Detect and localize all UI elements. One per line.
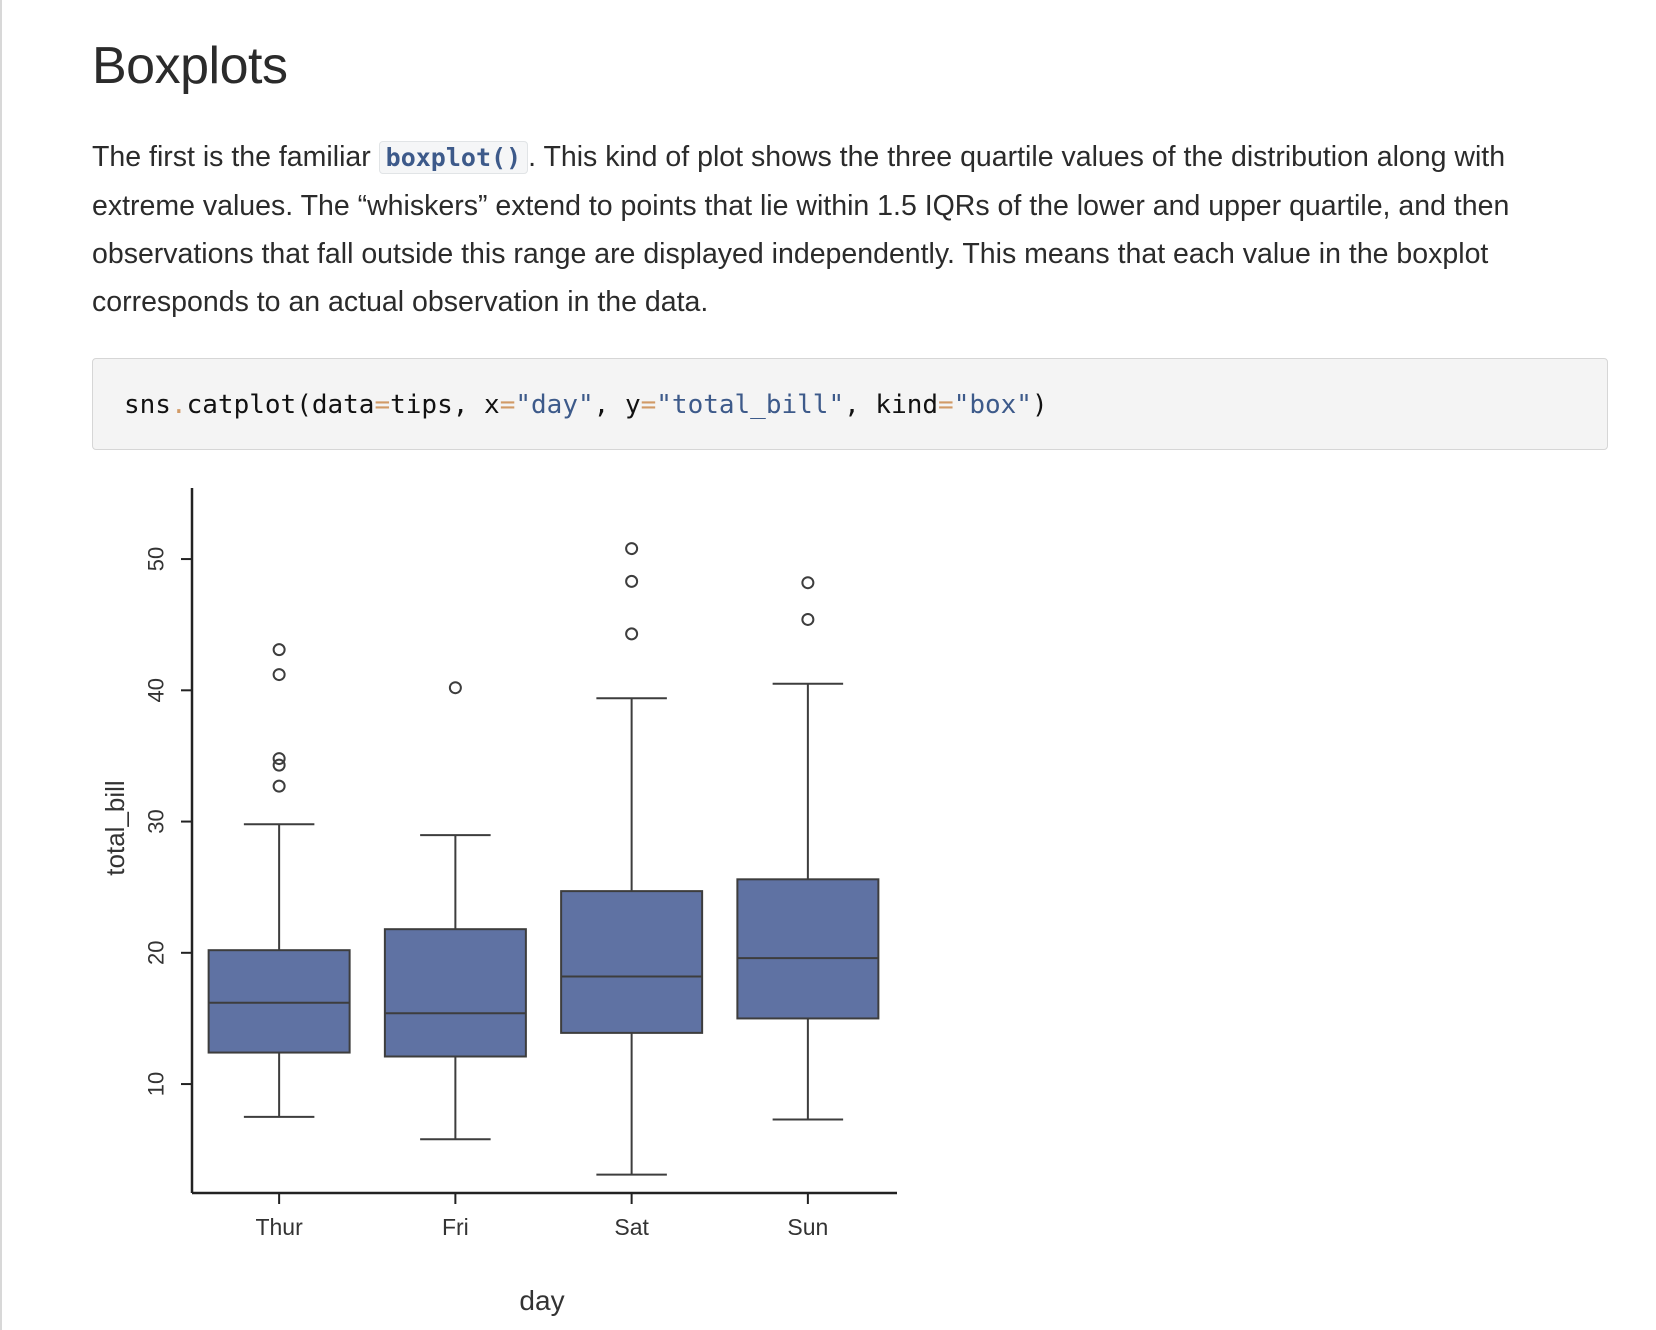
code-token: , kind [844, 390, 939, 420]
code-token: = [374, 390, 391, 420]
code-token: = [640, 390, 657, 420]
outlier-point [272, 668, 286, 682]
code-token: sns [124, 390, 171, 420]
x-tick-label: Thur [255, 1214, 303, 1240]
paragraph-text-start: The first is the familiar [92, 141, 379, 173]
outlier-point [272, 643, 286, 657]
y-tick-label: 30 [144, 809, 169, 833]
outlier-point [801, 612, 815, 626]
code-token: tips, x [390, 390, 500, 420]
intro-paragraph: The first is the familiar boxplot(). Thi… [92, 133, 1612, 326]
code-token: = [499, 390, 516, 420]
boxplot-function-link[interactable]: boxplot() [378, 141, 529, 174]
x-tick-label: Sun [787, 1214, 828, 1240]
outlier-point [625, 574, 639, 588]
outlier-point [272, 752, 286, 766]
outlier-point [801, 576, 815, 590]
y-axis-label: total_bill [100, 780, 130, 875]
code-token: . [170, 390, 187, 420]
outlier-point [625, 542, 639, 556]
code-token: catplot(data [186, 390, 375, 420]
y-tick-label: 50 [144, 547, 169, 571]
code-token: , y [593, 390, 641, 420]
box [207, 949, 351, 1054]
boxplot-chart: 10 20 30 40 50 Thur Fri Sat Sun total_bill day [100, 488, 897, 1316]
paragraph-text-end: . This kind of plot shows the three quar… [92, 141, 1510, 318]
code-token: "total_bill" [656, 390, 845, 420]
outlier-point [272, 758, 286, 772]
x-axis-label: day [519, 1285, 564, 1316]
code-token: "box" [953, 390, 1032, 420]
code-token: = [938, 390, 954, 420]
y-tick-label: 20 [144, 941, 169, 965]
box [383, 928, 527, 1058]
outlier-point [448, 681, 462, 695]
x-tick-label: Sat [614, 1214, 649, 1240]
y-tick-label: 40 [144, 678, 169, 702]
code-token: ) [1031, 390, 1048, 420]
box [560, 890, 704, 1034]
code-block[interactable]: sns.catplot(data=tips, x="day", y="total… [92, 358, 1608, 450]
code-token: "day" [515, 390, 594, 420]
y-tick-label: 10 [144, 1072, 169, 1096]
x-tick-label: Fri [442, 1214, 469, 1240]
outlier-point [272, 779, 286, 793]
outlier-point [625, 627, 639, 641]
page-title: Boxplots [92, 37, 288, 95]
box [736, 878, 880, 1020]
left-border [0, 0, 2, 1330]
